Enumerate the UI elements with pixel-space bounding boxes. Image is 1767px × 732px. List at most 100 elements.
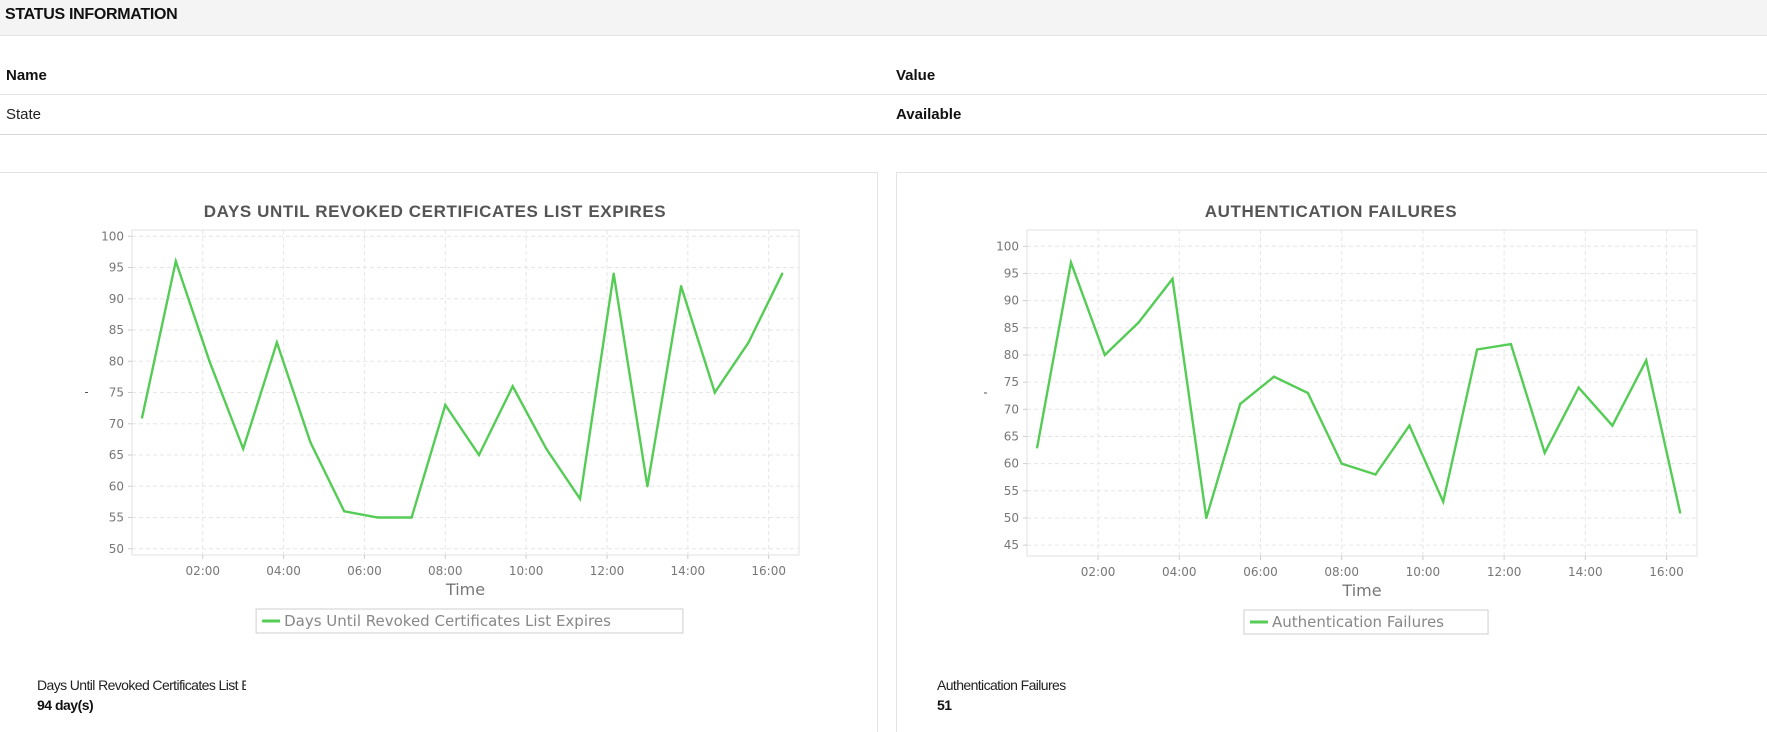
legend-label: Days Until Revoked Certificates List Exp… (284, 612, 611, 630)
y-tick-label: 95 (109, 261, 124, 275)
x-axis-label: Time (445, 580, 485, 599)
y-tick-label: 75 (1004, 375, 1019, 389)
y-tick-label: 65 (109, 448, 124, 462)
data-point (679, 285, 683, 288)
plot-area (1026, 229, 1698, 557)
data-point (477, 453, 481, 457)
legend (255, 608, 684, 634)
data-point (578, 497, 582, 500)
data-point (1645, 359, 1648, 362)
data-point (1137, 321, 1140, 324)
data-point (410, 516, 413, 519)
data-point (1509, 342, 1513, 346)
data-point (646, 485, 649, 488)
y-tick-label: 90 (109, 292, 124, 306)
y-tick-label: 55 (109, 511, 124, 525)
x-tick-label: 10:00 (509, 564, 544, 578)
data-point (1611, 424, 1614, 427)
status-information-header: STATUS INFORMATION (0, 0, 1767, 36)
y-tick-label: 60 (109, 479, 124, 493)
y-tick-label: 75 (109, 386, 124, 400)
x-tick-label: 16:00 (1649, 565, 1684, 579)
y-tick-label: 70 (109, 417, 124, 431)
legend-label: Authentication Failures (1272, 613, 1444, 631)
data-point (343, 510, 346, 513)
data-point (1205, 516, 1208, 520)
x-tick-label: 04:00 (1162, 565, 1197, 579)
data-point (1678, 511, 1682, 514)
data-point (1374, 473, 1377, 476)
x-tick-label: 16:00 (751, 564, 786, 578)
data-point (1103, 353, 1107, 357)
x-axis-label: Time (1341, 581, 1381, 600)
table-row: State Available (0, 95, 1767, 134)
x-tick-label: 12:00 (1487, 565, 1522, 579)
data-point (747, 341, 750, 344)
data-point (1543, 451, 1546, 454)
y-tick-label: 100 (101, 229, 124, 243)
authentication-failures-chart: AUTHENTICATION FAILURES 45 50 55 60 65 70 75 80 8… (984, 202, 1698, 635)
revoked-certificates-chart-panel: DAYS UNTIL REVOKED CERTIFICATES LIST EXP… (0, 172, 878, 732)
data-point (1442, 500, 1445, 503)
metric-value-authentication-failures: 51 (937, 697, 952, 713)
x-tick-label: 14:00 (671, 564, 706, 578)
metric-label-revoked-certificates: Days Until Revoked Certificates List Exp… (37, 677, 246, 693)
y-tick-label: 95 (1004, 266, 1019, 280)
chart-title: AUTHENTICATION FAILURES (1205, 202, 1457, 221)
data-point (1306, 391, 1310, 395)
data-point (1238, 402, 1242, 406)
y-tick-label: 50 (1004, 511, 1019, 525)
y-tick-label: 70 (1004, 402, 1019, 416)
x-tick-label: 10:00 (1406, 565, 1441, 579)
column-header-value: Value (896, 67, 936, 84)
y-tick-label: 55 (1004, 484, 1019, 498)
data-point (545, 447, 548, 450)
metric-value-revoked-certificates: 94 day(s) (37, 697, 94, 713)
y-tick-label: 90 (1004, 294, 1019, 308)
data-point (275, 341, 279, 344)
data-point (241, 447, 245, 450)
legend (1243, 609, 1489, 635)
y-tick-label: 85 (109, 323, 124, 337)
revoked-certificates-chart: DAYS UNTIL REVOKED CERTIFICATES LIST EXP… (85, 202, 800, 634)
data-point (713, 391, 716, 394)
data-point (174, 260, 177, 263)
data-point (376, 516, 380, 519)
data-point (612, 272, 615, 275)
x-tick-label: 08:00 (428, 564, 463, 578)
state-value-cell: Available (896, 106, 962, 123)
data-point (1171, 277, 1174, 281)
y-tick-label: 45 (1004, 538, 1019, 552)
data-point (780, 272, 784, 275)
x-tick-label: 12:00 (590, 564, 625, 578)
series-line (140, 256, 784, 519)
series-line (1036, 258, 1682, 519)
y-tick-label: 60 (1004, 457, 1019, 471)
data-point (444, 403, 447, 407)
data-point (1340, 462, 1343, 465)
authentication-failures-chart-panel: AUTHENTICATION FAILURES 45 50 55 60 65 70 75 80 8… (896, 172, 1767, 732)
y-tick-label: 80 (109, 354, 124, 368)
data-point (309, 441, 312, 444)
x-tick-label: 02:00 (1081, 565, 1116, 579)
x-tick-label: 08:00 (1324, 565, 1359, 579)
data-point (208, 360, 211, 363)
y-tick-label: 50 (109, 542, 124, 556)
data-point (1272, 375, 1276, 378)
data-point (140, 416, 144, 419)
x-tick-label: 06:00 (347, 564, 382, 578)
data-point (1408, 424, 1411, 427)
section-title: STATUS INFORMATION (5, 6, 178, 23)
column-header-name: Name (6, 67, 47, 84)
metric-label-authentication-failures: Authentication Failures (937, 677, 1066, 693)
data-point (1475, 348, 1479, 351)
data-point (511, 385, 514, 388)
x-tick-label: 02:00 (185, 564, 220, 578)
chart-title: DAYS UNTIL REVOKED CERTIFICATES LIST EXP… (204, 202, 666, 221)
x-tick-label: 14:00 (1568, 565, 1603, 579)
data-point (1035, 446, 1039, 449)
status-table-header-row: Name Value (0, 56, 1767, 95)
y-tick-label: 100 (996, 239, 1019, 253)
x-tick-label: 04:00 (266, 564, 301, 578)
y-tick-label: 80 (1004, 348, 1019, 362)
